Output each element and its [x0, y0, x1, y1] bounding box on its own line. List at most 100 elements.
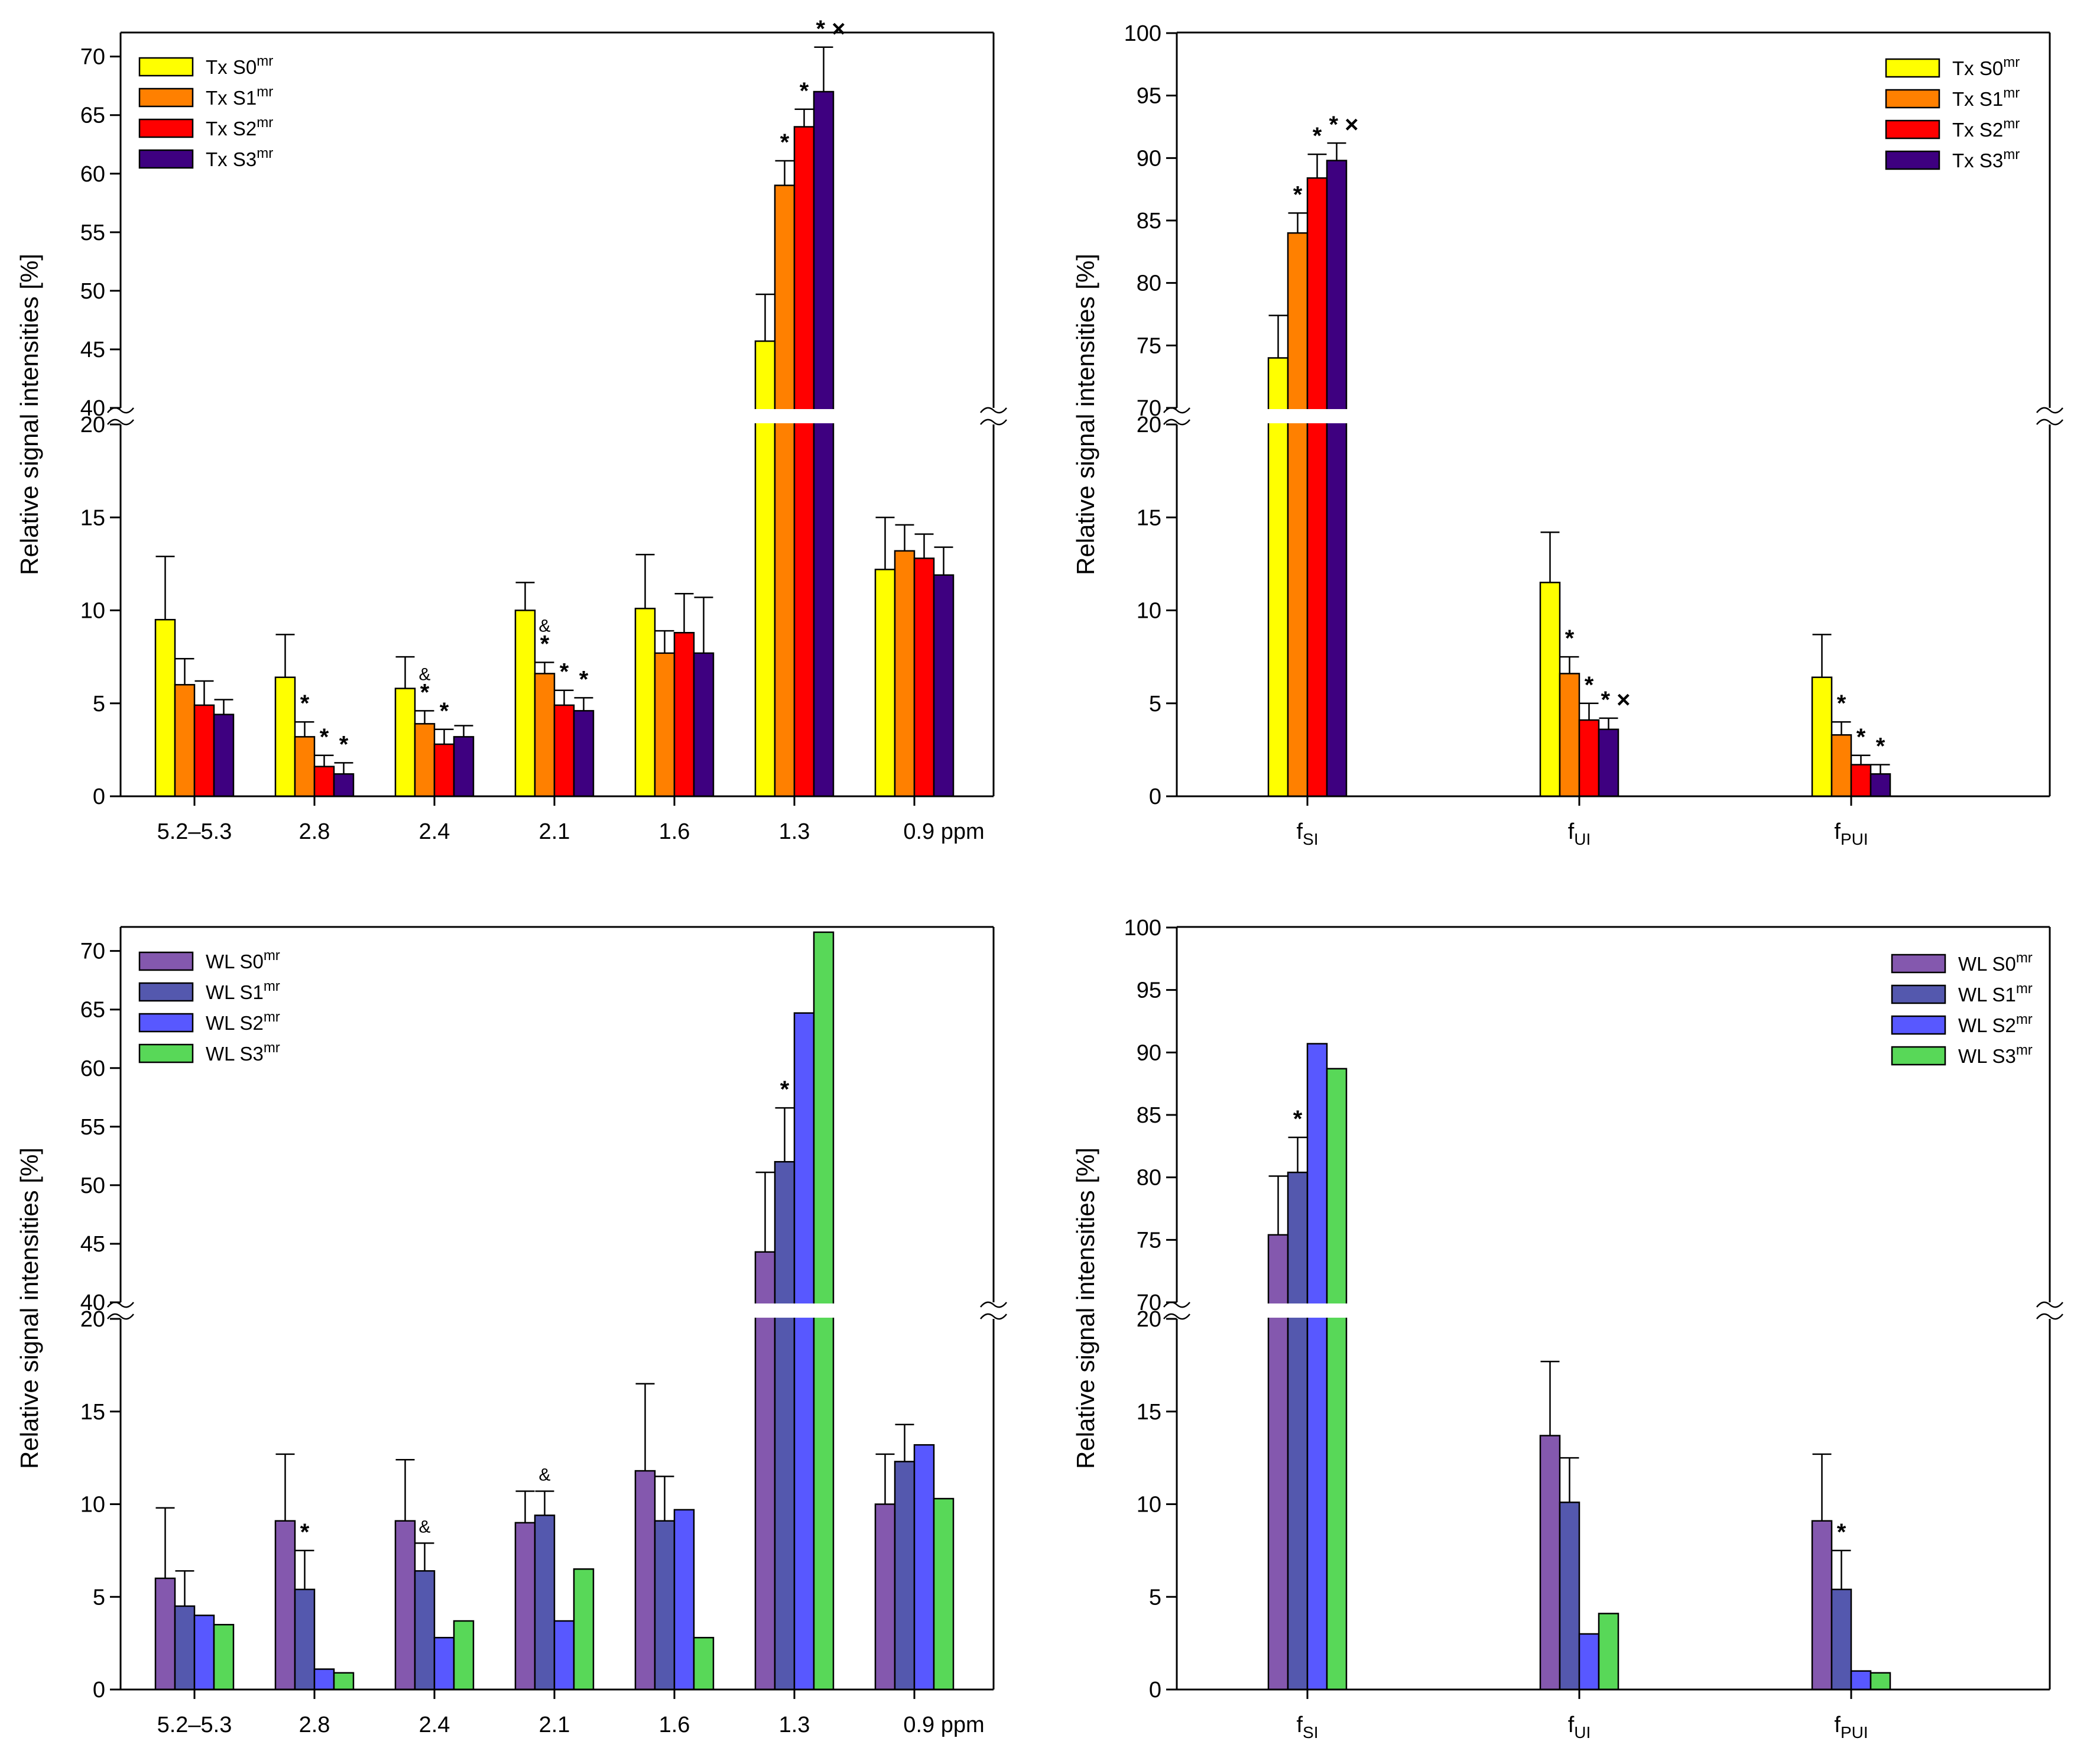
axis-break-mark	[1163, 1313, 1190, 1320]
bar	[453, 736, 475, 797]
significance-marker: *	[339, 731, 349, 757]
bar	[933, 574, 955, 797]
x-tick-label: 2.8	[299, 819, 330, 844]
bar	[774, 1161, 796, 1691]
legend-swatch	[138, 1043, 194, 1063]
axis-break-mark	[1163, 1301, 1190, 1308]
bar	[154, 1577, 176, 1691]
y-tick-label: 75	[1137, 1228, 1161, 1253]
significance-marker: *	[1293, 1106, 1303, 1132]
significance-marker: *	[1837, 1519, 1846, 1545]
axis-break-mark	[107, 407, 134, 414]
bar	[1326, 160, 1348, 797]
bar	[514, 1522, 536, 1691]
x-tick-label: 2.4	[419, 1713, 450, 1737]
legend-label: Tx S1mr	[206, 84, 273, 109]
legend-swatch	[138, 1013, 194, 1033]
bar	[693, 652, 715, 797]
significance-marker: &	[418, 1517, 430, 1536]
legend-label: Tx S3mr	[1952, 147, 2020, 171]
x-tick-label: fSI	[1296, 819, 1318, 848]
y-tick-label: 40	[80, 396, 105, 421]
significance-marker: *	[440, 698, 449, 724]
legend-label: WL S3mr	[1958, 1042, 2033, 1067]
y-tick-label: 20	[1137, 1307, 1161, 1332]
y-tick-label: 80	[1137, 271, 1161, 296]
y-tick-label: 65	[80, 998, 105, 1023]
bar	[213, 714, 235, 797]
bar	[553, 1620, 575, 1691]
significance-marker: * ×	[1601, 687, 1630, 713]
legend-label: WL S1mr	[206, 978, 280, 1003]
bar	[894, 550, 916, 797]
axis-break-gap	[122, 409, 992, 423]
bar	[1287, 1171, 1309, 1691]
bar	[274, 1520, 296, 1691]
y-tick-label: 55	[80, 220, 105, 245]
x-tick-label: 2.1	[539, 819, 570, 844]
significance-marker: *	[420, 679, 430, 705]
y-tick-label: 65	[80, 103, 105, 128]
bar	[433, 1636, 455, 1691]
legend-swatch	[1885, 58, 1940, 78]
bar	[534, 1515, 556, 1691]
significance-marker: *	[300, 690, 310, 716]
bar	[573, 1568, 595, 1691]
bar	[813, 90, 835, 797]
bar	[793, 1012, 815, 1691]
x-tick-label: 5.2–5.3	[157, 1713, 232, 1737]
bar	[1306, 177, 1328, 797]
bar	[913, 557, 935, 797]
legend-swatch	[138, 118, 194, 138]
y-tick-label: 95	[1137, 978, 1161, 1003]
y-tick-label: 5	[1149, 692, 1161, 716]
bar	[294, 1588, 316, 1691]
bar	[1306, 1043, 1328, 1691]
bar	[193, 704, 215, 797]
x-tick-label: 1.6	[659, 819, 690, 844]
y-tick-label: 20	[1137, 413, 1161, 437]
significance-marker: *	[800, 78, 809, 104]
significance-marker: *	[780, 1076, 790, 1102]
y-axis-title: Relative signal intensities [%]	[1072, 1147, 1099, 1469]
y-tick-label: 55	[80, 1115, 105, 1140]
bar	[913, 1444, 935, 1691]
y-axis-title: Relative signal intensities [%]	[1072, 254, 1099, 575]
bar	[553, 704, 575, 797]
y-tick-label: 0	[1149, 1678, 1161, 1703]
y-tick-label: 15	[1137, 505, 1161, 530]
significance-marker: *	[540, 631, 550, 657]
legend-label: Tx S0mr	[206, 53, 273, 78]
legend-label: Tx S2mr	[1952, 116, 2020, 141]
y-tick-label: 45	[80, 338, 105, 362]
bar	[1578, 719, 1600, 797]
significance-marker: *	[1856, 724, 1866, 750]
y-tick-label: 75	[1137, 333, 1161, 358]
significance-marker: *	[1293, 181, 1303, 207]
significance-marker: *	[320, 724, 329, 750]
bar	[1598, 1613, 1619, 1691]
legend-label: WL S2mr	[1958, 1011, 2033, 1036]
y-tick-label: 50	[80, 1173, 105, 1198]
bar	[1830, 734, 1852, 797]
y-tick-label: 60	[80, 162, 105, 187]
y-tick-label: 0	[1149, 784, 1161, 809]
bar	[333, 773, 355, 797]
axis-break-mark	[2036, 407, 2063, 414]
y-tick-label: 20	[80, 1307, 105, 1332]
bar	[294, 736, 316, 797]
bar	[534, 673, 556, 797]
legend-swatch	[1885, 89, 1940, 109]
bar	[154, 618, 176, 797]
axis-break-gap	[1178, 1303, 2049, 1318]
y-tick-label: 95	[1137, 84, 1161, 109]
bar	[414, 1570, 436, 1691]
bar	[274, 676, 296, 797]
significance-marker: *	[1565, 625, 1575, 651]
bar	[634, 1470, 656, 1691]
bar	[1811, 676, 1833, 797]
bar	[1830, 1588, 1852, 1691]
bar	[1559, 1502, 1580, 1691]
bar	[1850, 764, 1872, 797]
